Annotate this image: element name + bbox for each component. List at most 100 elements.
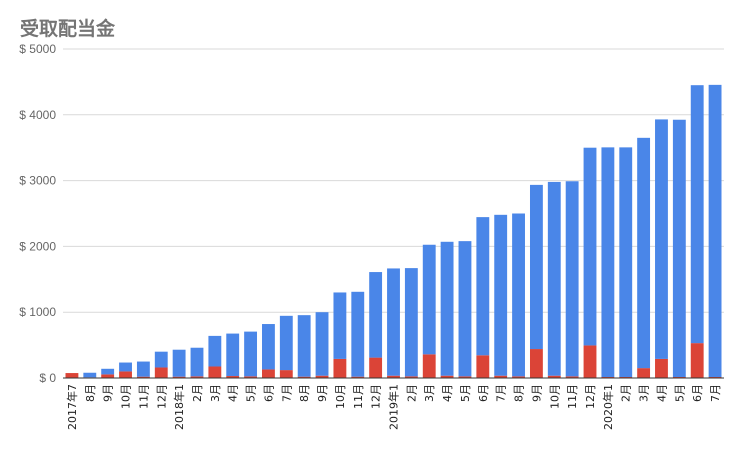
x-tick-label: 4月 (227, 384, 240, 402)
bar-segment-blue (583, 147, 597, 346)
bar-segment-blue (619, 147, 633, 378)
bar-segment-red (244, 376, 258, 378)
x-tick-label: 3月 (423, 384, 436, 402)
bar-segment-red (262, 369, 275, 378)
x-tick-label: 4月 (441, 384, 454, 402)
bar-segment-red (172, 376, 186, 378)
y-tick-label: $ 5000 (19, 42, 56, 56)
y-tick-label: $ 4000 (19, 108, 56, 122)
bar-segment-blue (136, 361, 150, 377)
x-tick-label: 3月 (638, 384, 651, 402)
bar-segment-blue (494, 214, 508, 376)
x-tick-label: 2020年1 (601, 384, 615, 430)
chart-title: 受取配当金 (20, 18, 116, 40)
bar-segment-blue (672, 119, 686, 378)
bar-segment-blue (172, 349, 186, 377)
x-tick-label: 2019年1 (387, 384, 401, 430)
bar-segment-red (404, 376, 418, 378)
x-tick-label: 2017年7 (65, 384, 79, 430)
x-tick-label: 4月 (655, 384, 668, 402)
bar-segment-red (65, 373, 79, 378)
bar-segment-red (333, 358, 347, 378)
bar-segment-blue (512, 213, 525, 377)
bar-segment-red (226, 376, 240, 378)
bar-segment-blue (351, 291, 365, 377)
x-tick-label: 6月 (691, 384, 704, 402)
bar-segment-red (655, 358, 668, 378)
bar-segment-blue (440, 241, 454, 376)
bar-segment-red (315, 375, 329, 378)
bar-segment-blue (262, 324, 275, 370)
bar-segment-red (190, 376, 204, 378)
x-tick-label: 2018年1 (172, 384, 186, 430)
bar-segment-blue (404, 268, 418, 377)
bar-segment-red (208, 366, 222, 378)
bar-segment-red (422, 354, 436, 378)
x-tick-label: 5月 (245, 384, 258, 402)
bar-segment-red (351, 376, 365, 378)
bar-segment-red (547, 375, 561, 378)
bar-segment-blue (226, 333, 240, 377)
bar-segment-red (565, 376, 579, 378)
bar-segment-red (637, 368, 651, 378)
y-tick-label: $ 2000 (19, 239, 56, 253)
bar-segment-blue (83, 372, 97, 378)
x-tick-label: 9月 (102, 384, 115, 402)
y-tick-label: $ 0 (39, 371, 56, 385)
x-tick-label: 7月 (709, 384, 722, 402)
bar-segment-red (440, 375, 454, 378)
x-tick-label: 11月 (566, 384, 579, 409)
x-tick-label: 5月 (673, 384, 686, 402)
bar-segment-blue (476, 217, 490, 356)
x-tick-label: 2月 (620, 384, 633, 402)
bar-segment-red (119, 371, 132, 378)
y-tick-label: $ 1000 (19, 305, 56, 319)
x-tick-label: 10月 (548, 384, 561, 409)
x-tick-label: 12月 (370, 384, 383, 409)
x-tick-label: 10月 (120, 384, 133, 409)
bar-segment-blue (637, 137, 651, 369)
bar-segment-red (583, 345, 597, 378)
bar-segment-blue (422, 244, 436, 355)
bar-segment-blue (547, 181, 561, 376)
bar-segment-red (279, 370, 293, 378)
bar-segment-red (512, 376, 525, 378)
bar-segment-blue (279, 315, 293, 371)
x-tick-label: 10月 (334, 384, 347, 409)
x-tick-label: 11月 (137, 384, 150, 409)
bar-segment-blue (297, 315, 311, 377)
x-tick-label: 8月 (513, 384, 526, 402)
x-tick-label: 9月 (530, 384, 543, 402)
bar-segment-blue (369, 272, 383, 358)
x-tick-label: 5月 (459, 384, 472, 402)
x-tick-label: 8月 (84, 384, 97, 402)
bar-segment-red (690, 343, 704, 378)
x-tick-label: 12月 (584, 384, 597, 409)
bar-segment-blue (208, 335, 222, 367)
bar-segment-blue (190, 347, 204, 377)
x-tick-label: 6月 (262, 384, 275, 402)
bar-segment-red (136, 376, 150, 378)
bar-segment-red (101, 374, 115, 378)
bar-segment-red (458, 376, 472, 378)
bar-segment-blue (708, 84, 722, 378)
bar-segment-blue (529, 184, 543, 350)
x-tick-label: 7月 (280, 384, 293, 402)
bar-segment-red (387, 375, 400, 378)
bar-segment-red (369, 357, 383, 378)
x-tick-label: 8月 (298, 384, 311, 402)
bar-segment-blue (601, 147, 615, 378)
bar-segment-blue (101, 368, 115, 375)
x-tick-label: 2月 (191, 384, 204, 402)
bar-segment-blue (655, 119, 668, 359)
x-tick-label: 7月 (495, 384, 508, 402)
bar-segment-blue (387, 268, 400, 376)
bar-segment-blue (333, 292, 347, 359)
bar-segment-red (297, 376, 311, 378)
x-tick-label: 12月 (155, 384, 168, 409)
bar-segment-blue (154, 351, 168, 368)
x-tick-label: 2月 (405, 384, 418, 402)
bar-segment-blue (244, 331, 258, 377)
